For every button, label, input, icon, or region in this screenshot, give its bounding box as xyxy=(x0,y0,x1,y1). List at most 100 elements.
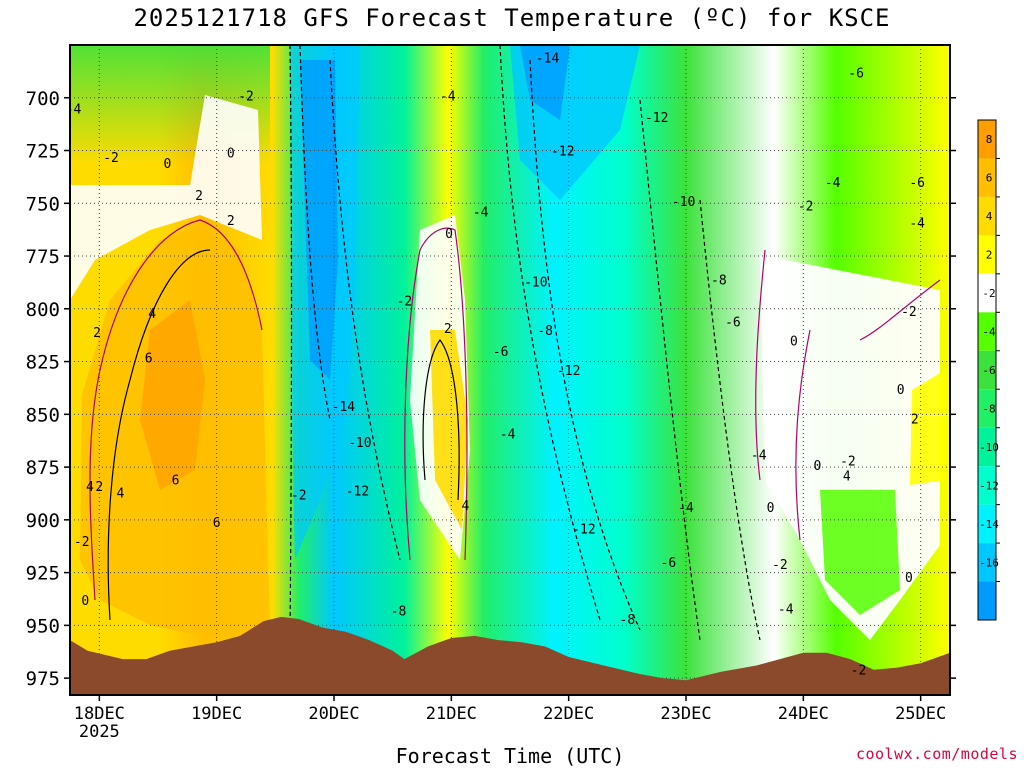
y-tick-label: 725 xyxy=(26,141,60,163)
contour-label: 2 xyxy=(227,214,235,229)
contour-label: -4 xyxy=(778,602,794,617)
y-tick-label: 900 xyxy=(26,510,60,532)
colorbar-label: -16 xyxy=(979,556,999,569)
contour-label: -2 xyxy=(238,90,254,105)
contour-label: -2 xyxy=(772,558,788,573)
colorbar-label: 6 xyxy=(986,172,993,185)
contour-label: -2 xyxy=(851,664,867,679)
contour-label: -6 xyxy=(725,315,741,330)
contour-label: -12 xyxy=(645,111,668,126)
x-tick-label: 19DEC xyxy=(191,704,242,724)
colorbar-label: 4 xyxy=(986,210,993,223)
contour-label: 6 xyxy=(145,351,153,366)
y-tick-label: 875 xyxy=(26,457,60,479)
colorbar-label: -10 xyxy=(979,441,999,454)
colorbar-label: -14 xyxy=(979,518,999,531)
contour-label: -14 xyxy=(332,400,356,415)
contour-label: -2 xyxy=(397,294,413,309)
terrain-surface xyxy=(70,616,950,695)
contour-label: 0 xyxy=(767,501,775,516)
colorbar-label: -12 xyxy=(979,479,999,492)
y-tick-label: 775 xyxy=(26,246,60,268)
x-axis-label: Forecast Time (UTC) xyxy=(395,744,625,768)
contour-label: 0 xyxy=(445,227,453,242)
contour-label: -2 xyxy=(291,489,307,504)
contour-label: -4 xyxy=(678,501,694,516)
chart-title: 2025121718 GFS Forecast Temperature (ºC)… xyxy=(133,4,891,32)
x-tick-label: 24DEC xyxy=(778,704,829,724)
contour-label: 6 xyxy=(213,516,221,531)
contour-label: -12 xyxy=(557,364,580,379)
contour-label: 4 xyxy=(843,470,851,485)
contour-label: -2 xyxy=(840,455,856,470)
contour-label: 0 xyxy=(905,571,913,586)
x-tick-label: 18DEC xyxy=(74,704,125,724)
contour-label: -6 xyxy=(661,556,677,571)
y-tick-label: 850 xyxy=(26,404,60,426)
contour-label: 2 xyxy=(95,480,103,495)
colorbar-swatch xyxy=(978,235,996,274)
contour-label: -4 xyxy=(440,90,456,105)
y-tick-label: 825 xyxy=(26,352,60,374)
y-tick-label: 925 xyxy=(26,563,60,585)
y-tick-label: 975 xyxy=(26,668,60,690)
colorbar-swatch xyxy=(978,581,996,620)
contour-label: 2 xyxy=(911,413,919,428)
contour-label: -4 xyxy=(473,206,489,221)
contour-label: -12 xyxy=(572,522,595,537)
contour-label: -14 xyxy=(536,52,560,67)
colorbar-swatch xyxy=(978,504,996,544)
colorbar-swatch xyxy=(978,158,996,197)
credit-link[interactable]: coolwx.com/models xyxy=(855,745,1018,763)
contour-label: -2 xyxy=(103,151,119,166)
colorbar-frame xyxy=(977,119,997,621)
contour-label: 0 xyxy=(897,383,905,398)
colorbar-label: -8 xyxy=(982,402,995,415)
contour-label: 2 xyxy=(93,326,101,341)
x-year-label: 2025 xyxy=(79,722,120,742)
contour-label: -8 xyxy=(537,324,553,339)
x-tick-label: 23DEC xyxy=(660,704,711,724)
contour-label: -4 xyxy=(500,427,516,442)
colorbar-label: -4 xyxy=(982,326,996,339)
contour-label: 0 xyxy=(813,459,821,474)
contour-label: -8 xyxy=(391,605,407,620)
colorbar-label: 2 xyxy=(986,249,993,262)
y-tick-label: 800 xyxy=(26,299,60,321)
colorbar-swatch xyxy=(978,273,996,313)
colorbar-swatch xyxy=(978,543,996,582)
contour-label: 0 xyxy=(81,594,89,609)
y-tick-label: 750 xyxy=(26,193,60,215)
contour-label: -6 xyxy=(493,345,509,360)
contour-label: 0 xyxy=(163,157,171,172)
contour-label: 2 xyxy=(444,322,452,337)
contour-label: -8 xyxy=(711,273,727,288)
contour-label: -10 xyxy=(348,436,371,451)
contour-label: -4 xyxy=(909,216,925,231)
contour-label: 6 xyxy=(172,474,180,489)
contour-label: -2 xyxy=(74,535,90,550)
colorbar-swatch xyxy=(978,120,996,159)
colorbar-label: 8 xyxy=(986,133,993,146)
contour-label: 4 xyxy=(461,499,469,514)
y-tick-label: 950 xyxy=(26,615,60,637)
contour-label: -4 xyxy=(66,102,82,117)
x-axis: 18DEC 19DEC 20DEC 21DEC 22DEC 23DEC 24DEC 25DEC… xyxy=(74,695,946,742)
contour-label: -10 xyxy=(672,195,695,210)
contour-label: -8 xyxy=(620,613,636,628)
x-tick-label: 20DEC xyxy=(308,704,359,724)
contour-label: -2 xyxy=(901,305,917,320)
x-tick-label: 25DEC xyxy=(895,704,946,724)
colorbar-swatch xyxy=(978,350,996,390)
colorbar-label: -2 xyxy=(982,287,995,300)
contour-label: -6 xyxy=(848,66,864,81)
contour-label: -12 xyxy=(551,145,574,160)
contour-label: -4 xyxy=(825,176,841,191)
contour-label: 0 xyxy=(227,147,235,162)
contour-label: 4 xyxy=(86,480,94,495)
plot-frame xyxy=(69,44,951,696)
y-tick-label: 700 xyxy=(26,88,60,110)
